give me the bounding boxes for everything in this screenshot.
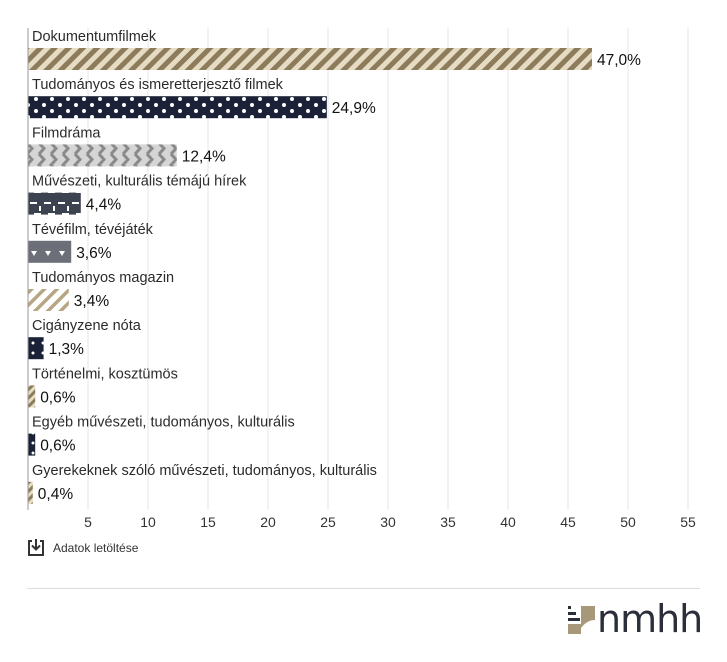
value-label: 1,3%: [49, 341, 85, 358]
x-tick-label: 55: [680, 514, 696, 530]
value-label: 3,6%: [76, 245, 112, 262]
bar[interactable]: [28, 289, 69, 311]
category-label: Filmdráma: [32, 125, 101, 141]
x-tick-label: 15: [200, 514, 216, 530]
nmhh-logo-mark-icon: [568, 606, 595, 634]
value-label: 0,6%: [40, 389, 76, 406]
x-tick-label: 50: [620, 514, 636, 530]
value-label: 24,9%: [332, 100, 376, 117]
x-tick-label: 10: [140, 514, 156, 530]
x-tick-label: 25: [320, 514, 336, 530]
bar[interactable]: [28, 192, 81, 215]
bar[interactable]: [28, 385, 36, 408]
logo-text: nmhh: [597, 597, 703, 641]
bar[interactable]: [28, 481, 33, 504]
x-tick-label: 20: [260, 514, 276, 530]
x-tick-label: 30: [380, 514, 396, 530]
bar-chart: Dokumentumfilmek 47,0% Tudományos és ismer…: [27, 28, 696, 530]
value-label: 47,0%: [597, 52, 641, 69]
x-tick-label: 35: [440, 514, 456, 530]
bar[interactable]: [28, 240, 72, 263]
bar[interactable]: [28, 96, 327, 119]
category-label: Tudományos magazin: [32, 270, 174, 286]
category-label: Gyerekeknek szóló művészeti, tudományos,…: [32, 463, 377, 479]
category-label: Művészeti, kulturális témájú hírek: [32, 174, 247, 190]
download-label: Adatok letöltése: [53, 540, 139, 555]
category-label: Cigányzene nóta: [32, 318, 142, 334]
bar[interactable]: [28, 48, 592, 70]
value-label: 12,4%: [182, 148, 226, 165]
download-icon: [28, 539, 44, 556]
bar[interactable]: [28, 433, 36, 456]
bars: [28, 48, 592, 504]
category-label: Tévéfilm, tévéjáték: [32, 222, 154, 238]
bar[interactable]: [28, 144, 177, 167]
value-label: 0,4%: [38, 486, 74, 503]
nmhh-logo: nmhh: [565, 597, 703, 641]
x-axis-ticks: 5 10 15 20 25 30 35 40 45 50 55: [84, 514, 696, 530]
category-label: Egyéb művészeti, tudományos, kulturális: [32, 415, 295, 431]
category-label: Dokumentumfilmek: [32, 29, 157, 45]
category-label: Történelmi, kosztümös: [32, 366, 178, 382]
x-tick-label: 40: [500, 514, 516, 530]
x-tick-label: 45: [560, 514, 576, 530]
divider: [27, 588, 700, 589]
value-label: 0,6%: [40, 438, 76, 455]
value-label: 4,4%: [86, 197, 122, 214]
labels: Dokumentumfilmek 47,0% Tudományos és ismer…: [32, 29, 641, 503]
download-data-button[interactable]: Adatok letöltése: [27, 538, 138, 557]
bar[interactable]: [28, 337, 44, 360]
category-label: Tudományos és ismeretterjesztő filmek: [32, 77, 284, 93]
value-label: 3,4%: [74, 293, 110, 310]
x-tick-label: 5: [84, 514, 92, 530]
